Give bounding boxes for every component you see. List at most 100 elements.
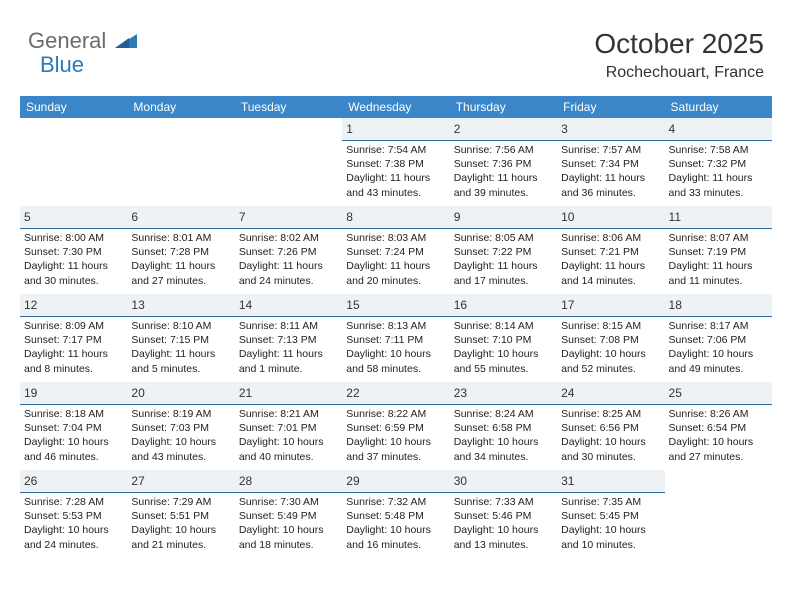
day-details: Sunrise: 8:06 AMSunset: 7:21 PMDaylight:… (557, 229, 664, 292)
daylight-line: and 27 minutes. (669, 450, 768, 464)
calendar-cell: 13Sunrise: 8:10 AMSunset: 7:15 PMDayligh… (127, 294, 234, 382)
sunrise-line: Sunrise: 7:32 AM (346, 495, 445, 509)
calendar-cell: 25Sunrise: 8:26 AMSunset: 6:54 PMDayligh… (665, 382, 772, 470)
calendar-cell (235, 118, 342, 206)
daynum-bar: 19 (20, 382, 127, 405)
daylight-line: and 58 minutes. (346, 362, 445, 376)
calendar-body: 1 Sunrise: 7:54 AMSunset: 7:38 PMDaylight… (20, 118, 772, 558)
day-number: 20 (131, 386, 144, 400)
day-details: Sunrise: 8:15 AMSunset: 7:08 PMDaylight:… (557, 317, 664, 380)
day-number: 28 (239, 474, 252, 488)
sunset-line: Sunset: 7:36 PM (454, 157, 553, 171)
daylight-line: and 40 minutes. (239, 450, 338, 464)
calendar-cell: 6Sunrise: 8:01 AMSunset: 7:28 PMDaylight… (127, 206, 234, 294)
sunset-line: Sunset: 7:11 PM (346, 333, 445, 347)
daylight-line: Daylight: 11 hours (346, 259, 445, 273)
sunset-line: Sunset: 7:17 PM (24, 333, 123, 347)
day-number: 10 (561, 210, 574, 224)
calendar-cell: 9Sunrise: 8:05 AMSunset: 7:22 PMDaylight… (450, 206, 557, 294)
calendar-cell: 30Sunrise: 7:33 AMSunset: 5:46 PMDayligh… (450, 470, 557, 558)
calendar-cell: 12Sunrise: 8:09 AMSunset: 7:17 PMDayligh… (20, 294, 127, 382)
sunrise-line: Sunrise: 8:26 AM (669, 407, 768, 421)
day-details: Sunrise: 8:02 AMSunset: 7:26 PMDaylight:… (235, 229, 342, 292)
sunset-line: Sunset: 5:51 PM (131, 509, 230, 523)
sunset-line: Sunset: 5:48 PM (346, 509, 445, 523)
sunrise-line: Sunrise: 7:58 AM (669, 143, 768, 157)
day-number: 6 (131, 210, 138, 224)
day-number: 26 (24, 474, 37, 488)
calendar-cell: 15Sunrise: 8:13 AMSunset: 7:11 PMDayligh… (342, 294, 449, 382)
daylight-line: Daylight: 10 hours (346, 347, 445, 361)
day-header: Thursday (450, 96, 557, 118)
calendar-cell: 18Sunrise: 8:17 AMSunset: 7:06 PMDayligh… (665, 294, 772, 382)
day-number: 1 (346, 122, 353, 136)
sunrise-line: Sunrise: 8:03 AM (346, 231, 445, 245)
sunset-line: Sunset: 7:22 PM (454, 245, 553, 259)
daynum-bar: 10 (557, 206, 664, 229)
daynum-bar: 8 (342, 206, 449, 229)
day-number: 2 (454, 122, 461, 136)
daylight-line: and 18 minutes. (239, 538, 338, 552)
day-number: 24 (561, 386, 574, 400)
triangle-icon (115, 32, 137, 53)
daynum-bar: 5 (20, 206, 127, 229)
daylight-line: Daylight: 11 hours (239, 347, 338, 361)
calendar-cell: 26 Sunrise: 7:28 AMSunset: 5:53 PMDayligh… (20, 470, 127, 558)
daynum-bar: 14 (235, 294, 342, 317)
sunset-line: Sunset: 7:04 PM (24, 421, 123, 435)
day-details: Sunrise: 8:07 AMSunset: 7:19 PMDaylight:… (665, 229, 772, 292)
day-details: Sunrise: 8:03 AMSunset: 7:24 PMDaylight:… (342, 229, 449, 292)
calendar-cell: 24Sunrise: 8:25 AMSunset: 6:56 PMDayligh… (557, 382, 664, 470)
day-details: Sunrise: 8:22 AMSunset: 6:59 PMDaylight:… (342, 405, 449, 468)
sunrise-line: Sunrise: 8:14 AM (454, 319, 553, 333)
day-details: Sunrise: 8:14 AMSunset: 7:10 PMDaylight:… (450, 317, 557, 380)
calendar-cell: 10 Sunrise: 8:06 AMSunset: 7:21 PMDayligh… (557, 206, 664, 294)
day-details: Sunrise: 7:54 AMSunset: 7:38 PMDaylight:… (342, 141, 449, 204)
daylight-line: Daylight: 10 hours (669, 347, 768, 361)
daynum-bar: 16 (450, 294, 557, 317)
day-number: 7 (239, 210, 246, 224)
day-number: 31 (561, 474, 574, 488)
sunrise-line: Sunrise: 8:15 AM (561, 319, 660, 333)
day-details: Sunrise: 7:30 AMSunset: 5:49 PMDaylight:… (235, 493, 342, 556)
calendar-cell: 5Sunrise: 8:00 AMSunset: 7:30 PMDaylight… (20, 206, 127, 294)
day-details: Sunrise: 8:21 AMSunset: 7:01 PMDaylight:… (235, 405, 342, 468)
day-header: Friday (557, 96, 664, 118)
day-number: 3 (561, 122, 568, 136)
location-label: Rochechouart, France (594, 64, 764, 82)
day-number: 19 (24, 386, 37, 400)
calendar-cell: 14Sunrise: 8:11 AMSunset: 7:13 PMDayligh… (235, 294, 342, 382)
sunset-line: Sunset: 7:08 PM (561, 333, 660, 347)
daylight-line: and 21 minutes. (131, 538, 230, 552)
day-details: Sunrise: 7:35 AMSunset: 5:45 PMDaylight:… (557, 493, 664, 556)
day-number: 8 (346, 210, 353, 224)
sunset-line: Sunset: 7:30 PM (24, 245, 123, 259)
sunrise-line: Sunrise: 8:11 AM (239, 319, 338, 333)
day-details: Sunrise: 7:33 AMSunset: 5:46 PMDaylight:… (450, 493, 557, 556)
day-number: 25 (669, 386, 682, 400)
daylight-line: Daylight: 10 hours (131, 523, 230, 537)
month-title: October 2025 (594, 28, 764, 60)
daynum-bar: 3 (557, 118, 664, 141)
page-header: General Blue October 2025 Rochechouart, … (0, 0, 792, 90)
daylight-line: Daylight: 11 hours (669, 171, 768, 185)
calendar-cell: 3Sunrise: 7:57 AMSunset: 7:34 PMDaylight… (557, 118, 664, 206)
daylight-line: and 52 minutes. (561, 362, 660, 376)
daylight-line: and 30 minutes. (561, 450, 660, 464)
sunset-line: Sunset: 7:32 PM (669, 157, 768, 171)
day-details: Sunrise: 8:00 AMSunset: 7:30 PMDaylight:… (20, 229, 127, 292)
day-number: 27 (131, 474, 144, 488)
daynum-bar: 20 (127, 382, 234, 405)
daylight-line: Daylight: 10 hours (346, 435, 445, 449)
daylight-line: Daylight: 10 hours (454, 523, 553, 537)
day-header: Saturday (665, 96, 772, 118)
daylight-line: Daylight: 11 hours (561, 259, 660, 273)
day-number: 11 (669, 210, 681, 224)
daylight-line: Daylight: 10 hours (24, 523, 123, 537)
day-number: 17 (561, 298, 574, 312)
day-details: Sunrise: 7:28 AMSunset: 5:53 PMDaylight:… (20, 493, 127, 556)
daynum-bar: 4 (665, 118, 772, 141)
daylight-line: and 24 minutes. (24, 538, 123, 552)
daynum-bar: 11 (665, 206, 772, 229)
calendar-cell: 19Sunrise: 8:18 AMSunset: 7:04 PMDayligh… (20, 382, 127, 470)
